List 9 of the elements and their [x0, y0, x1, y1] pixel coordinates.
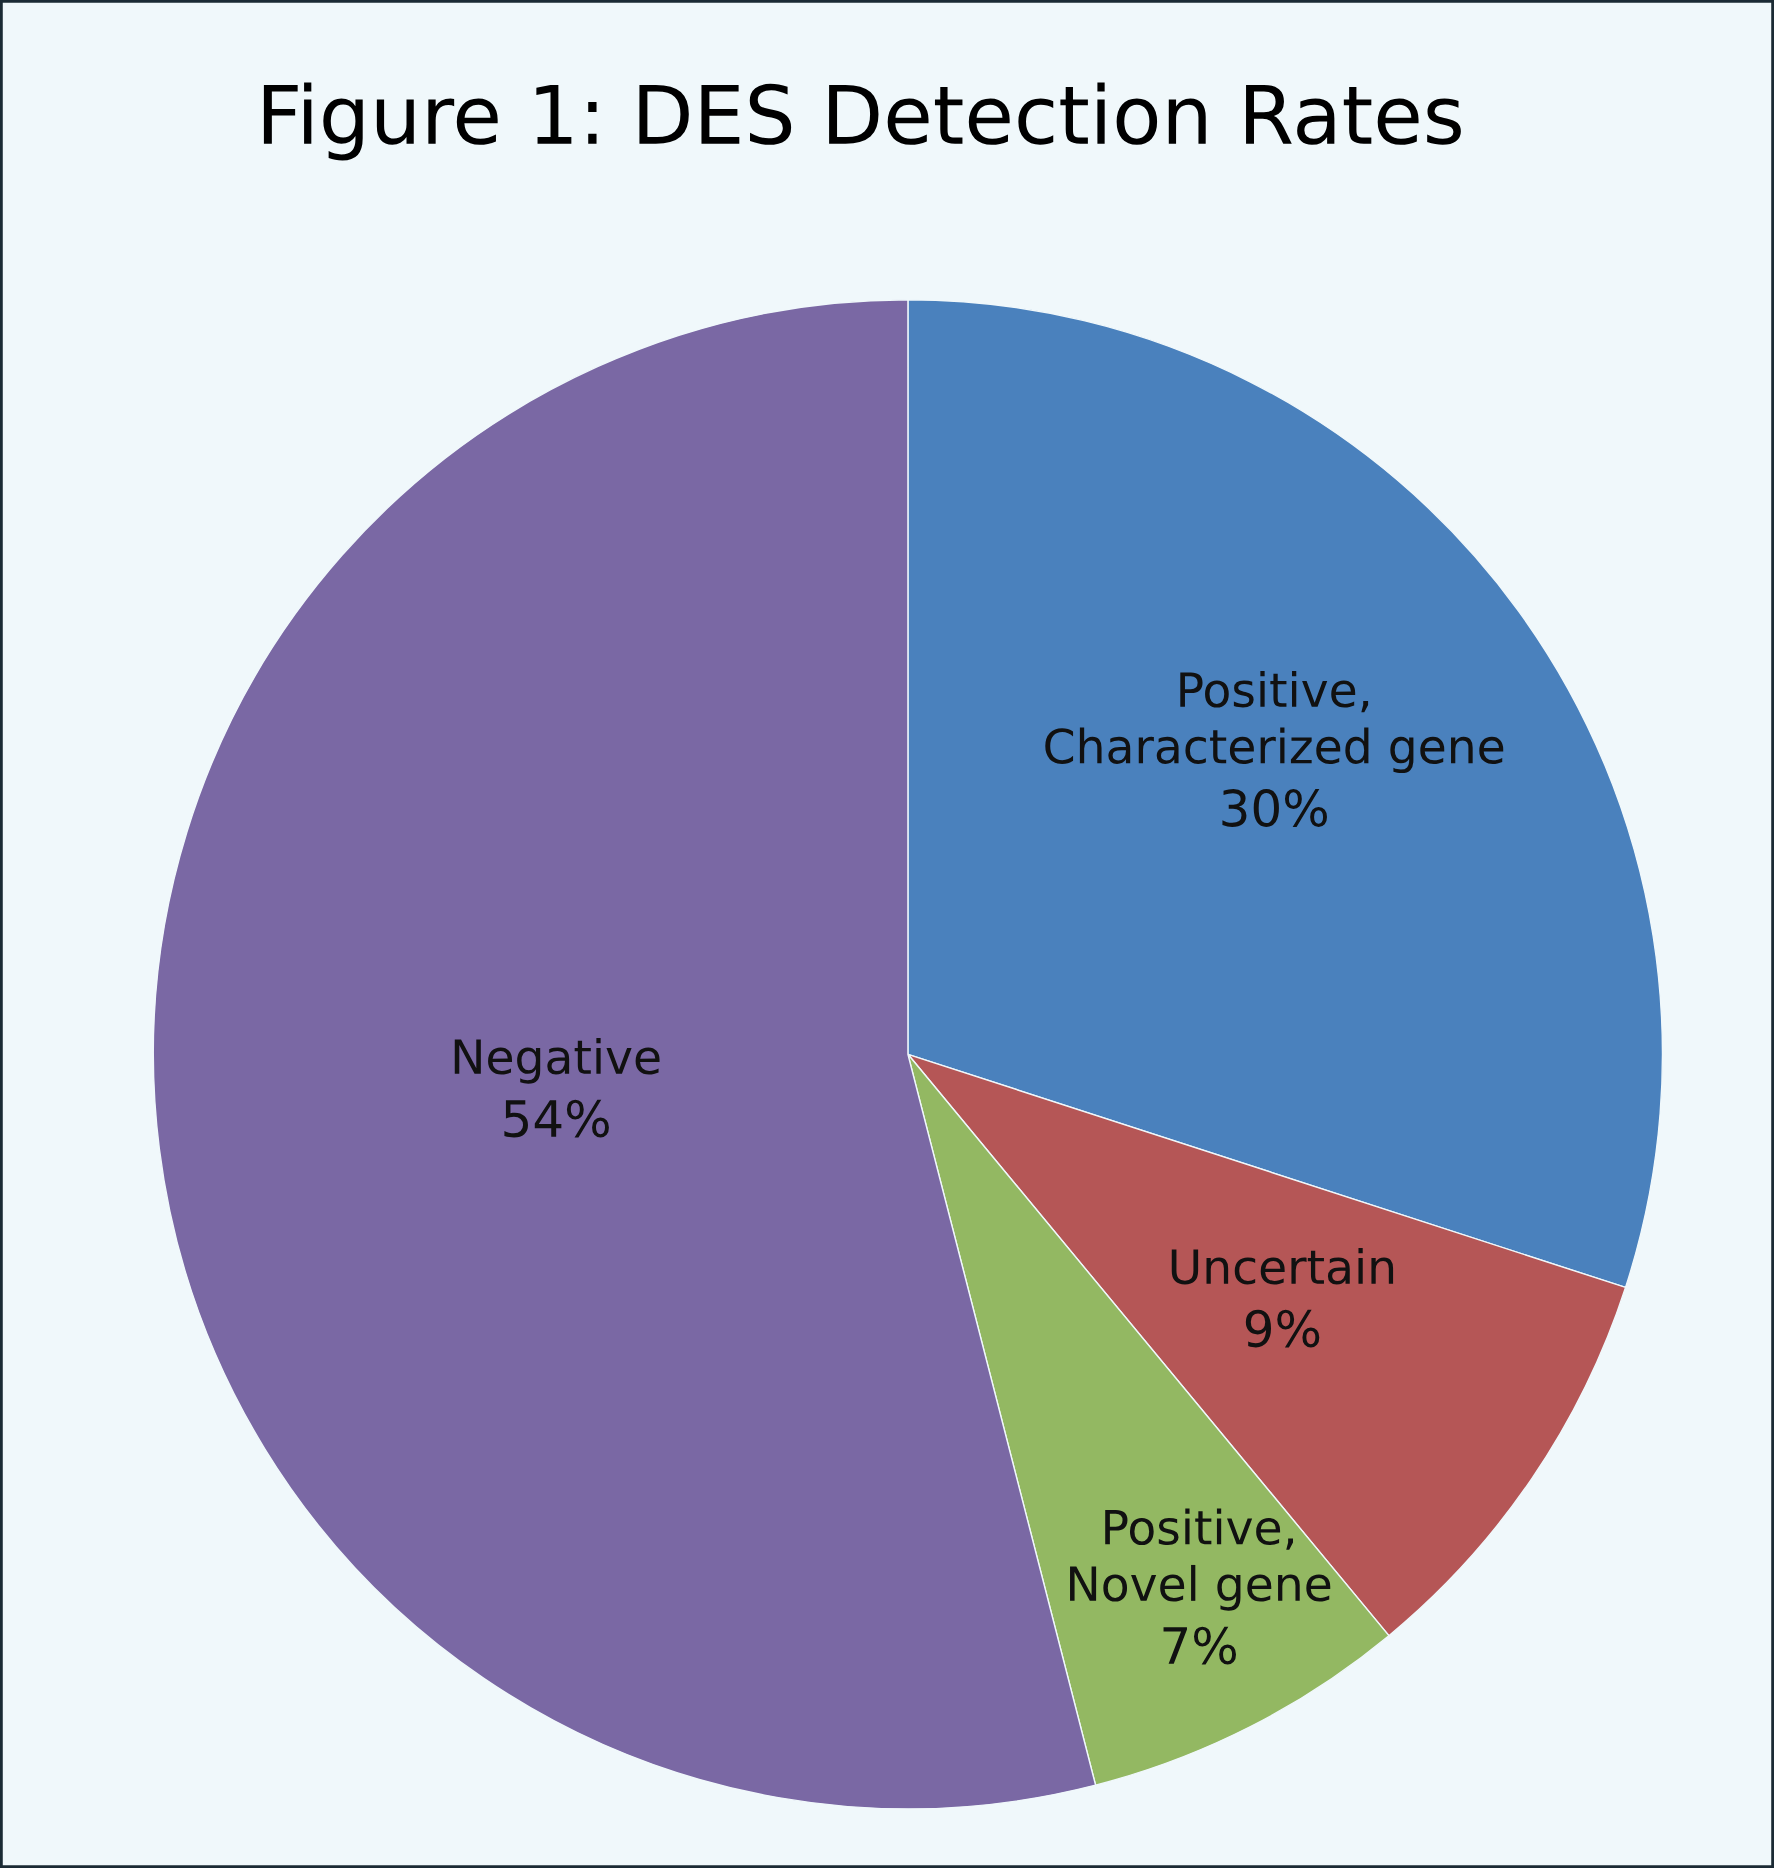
slice-label: Negative — [454, 1037, 660, 1084]
slice-label: Uncertain — [1171, 1247, 1394, 1285]
data-label: 7% — [1163, 1626, 1236, 1665]
data-label: 9% — [1245, 1309, 1320, 1348]
slice-label: Positive, Novel gene — [1070, 1508, 1331, 1611]
slice-label: Positive, Characterized gene — [1045, 670, 1504, 774]
chart-title: Figure 1: DES Detection Rates — [263, 82, 1461, 161]
data-label: 54% — [504, 1099, 609, 1138]
data-label: 30% — [1222, 789, 1327, 827]
